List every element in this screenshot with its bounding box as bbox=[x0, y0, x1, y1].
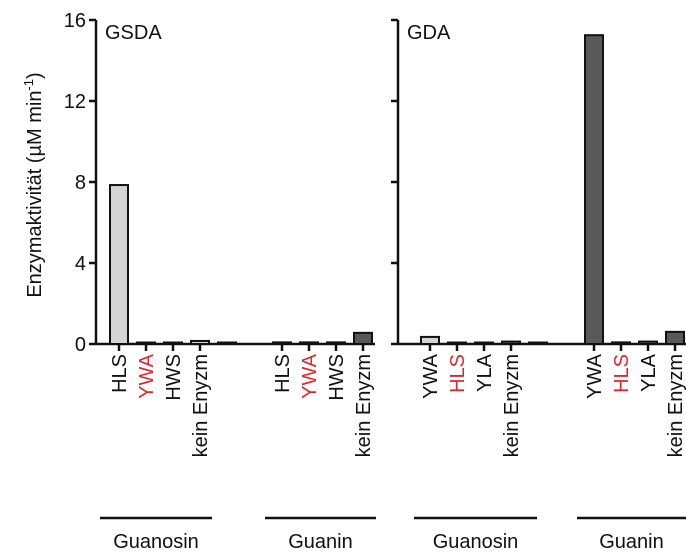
gda-bar-label: YLA bbox=[474, 353, 496, 391]
gsda-bar-label: HWS bbox=[163, 354, 185, 401]
y-tick-label: 16 bbox=[64, 10, 86, 32]
gda-bar bbox=[447, 341, 467, 345]
gsda-bar bbox=[163, 341, 183, 345]
gsda-bar bbox=[109, 184, 129, 345]
gda-bar-label: YWA bbox=[420, 353, 442, 398]
gsda-bar bbox=[272, 341, 292, 346]
gda-bar-label: kein Enyzm bbox=[665, 354, 686, 457]
y-tick-label: 12 bbox=[64, 91, 86, 113]
y-axis-title-superscript: -1 bbox=[21, 79, 36, 91]
gsda-bar bbox=[353, 331, 373, 345]
gda-bar bbox=[665, 330, 685, 346]
gsda-bar bbox=[299, 341, 319, 346]
gsda-bar-label: kein Enyzm bbox=[190, 354, 212, 457]
y-axis-title-main: Enzymaktivität (µM min bbox=[24, 91, 46, 298]
gda-bar-label: HLS bbox=[447, 354, 469, 393]
y-tick-label: 8 bbox=[75, 172, 86, 194]
gda-bar bbox=[420, 335, 440, 346]
gda-group-label: Guanin bbox=[599, 531, 664, 553]
gda-bar bbox=[584, 34, 604, 345]
gda-bar bbox=[474, 341, 494, 345]
gsda-bar-label: HWS bbox=[326, 354, 348, 401]
svg-text:Enzymaktivität (µM min-1): Enzymaktivität (µM min-1) bbox=[21, 72, 46, 297]
gsda-group-label: Guanin bbox=[288, 531, 353, 553]
gsda-bar-label: HLS bbox=[109, 354, 131, 393]
gsda-bar-label: HLS bbox=[272, 354, 294, 393]
gsda-bar bbox=[136, 341, 156, 345]
gda-panel-title: GDA bbox=[407, 22, 451, 44]
y-tick-label: 4 bbox=[75, 253, 86, 275]
gsda-bar bbox=[217, 341, 237, 345]
gsda-bar-label: YWA bbox=[299, 353, 321, 398]
gda-bar bbox=[638, 340, 658, 346]
gsda-group-label: Guanosin bbox=[113, 531, 199, 553]
gda-bar-label: kein Enyzm bbox=[501, 354, 523, 457]
gsda-bar-label: YWA bbox=[136, 353, 158, 398]
gda-bar bbox=[501, 340, 521, 346]
gda-group-label: Guanosin bbox=[433, 531, 519, 553]
y-axis-title-close: ) bbox=[24, 72, 46, 79]
gda-bar bbox=[611, 341, 631, 346]
gda-bar-label: HLS bbox=[611, 354, 633, 393]
gsda-bar bbox=[190, 339, 210, 345]
y-tick-label: 0 bbox=[75, 334, 86, 356]
gda-bar-label: YWA bbox=[584, 353, 606, 398]
gda-bar bbox=[528, 341, 548, 345]
y-axis-title: Enzymaktivität (µM min-1) bbox=[21, 72, 46, 297]
gsda-panel-title: GSDA bbox=[105, 22, 162, 44]
gda-bar-label: YLA bbox=[638, 353, 660, 391]
gsda-bar bbox=[326, 341, 346, 346]
gsda-bar-label: kein Enyzm bbox=[353, 354, 375, 457]
